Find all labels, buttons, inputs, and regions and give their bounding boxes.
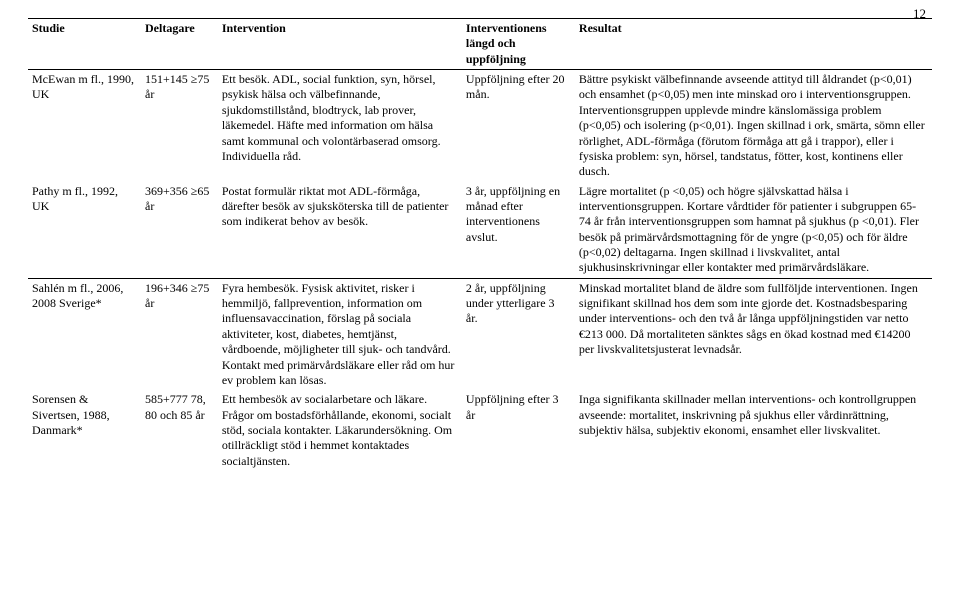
- cell-intervention: Ett besök. ADL, social funktion, syn, hö…: [218, 70, 462, 182]
- cell-study: Sorensen & Sivertsen, 1988, Danmark*: [28, 390, 141, 471]
- table-row: Pathy m fl., 1992, UK 369+356 ≥65 år Pos…: [28, 182, 932, 279]
- table-row: McEwan m fl., 1990, UK 151+145 ≥75 år Et…: [28, 70, 932, 182]
- cell-result: Bättre psykiskt välbefinnande avseende a…: [575, 70, 932, 182]
- cell-study: McEwan m fl., 1990, UK: [28, 70, 141, 182]
- cell-participants: 585+777 78, 80 och 85 år: [141, 390, 218, 471]
- cell-result: Minskad mortalitet bland de äldre som fu…: [575, 278, 932, 390]
- col-result: Resultat: [575, 19, 932, 70]
- table-row: Sahlén m fl., 2006, 2008 Sverige* 196+34…: [28, 278, 932, 390]
- col-followup: Interventionens längd och uppföljning: [462, 19, 575, 70]
- cell-result: Inga signifikanta skillnader mellan inte…: [575, 390, 932, 471]
- cell-study: Pathy m fl., 1992, UK: [28, 182, 141, 279]
- table-row: Sorensen & Sivertsen, 1988, Danmark* 585…: [28, 390, 932, 471]
- cell-study: Sahlén m fl., 2006, 2008 Sverige*: [28, 278, 141, 390]
- cell-followup: Uppföljning efter 20 mån.: [462, 70, 575, 182]
- cell-followup: 2 år, uppföljning under ytterligare 3 år…: [462, 278, 575, 390]
- cell-intervention: Fyra hembesök. Fysisk aktivitet, risker …: [218, 278, 462, 390]
- cell-followup: 3 år, uppföljning en månad efter interve…: [462, 182, 575, 279]
- col-participants: Deltagare: [141, 19, 218, 70]
- cell-intervention: Ett hembesök av socialarbetare och läkar…: [218, 390, 462, 471]
- cell-participants: 151+145 ≥75 år: [141, 70, 218, 182]
- cell-participants: 196+346 ≥75 år: [141, 278, 218, 390]
- cell-followup: Uppföljning efter 3 år: [462, 390, 575, 471]
- col-intervention: Intervention: [218, 19, 462, 70]
- cell-result: Lägre mortalitet (p <0,05) och högre sjä…: [575, 182, 932, 279]
- page-number: 12: [913, 6, 926, 22]
- col-study: Studie: [28, 19, 141, 70]
- cell-intervention: Postat formulär riktat mot ADL-förmåga, …: [218, 182, 462, 279]
- table-header-row: Studie Deltagare Intervention Interventi…: [28, 19, 932, 70]
- cell-participants: 369+356 ≥65 år: [141, 182, 218, 279]
- studies-table: Studie Deltagare Intervention Interventi…: [28, 18, 932, 471]
- document-page: 12 Studie Deltagare Intervention Interve…: [0, 0, 960, 607]
